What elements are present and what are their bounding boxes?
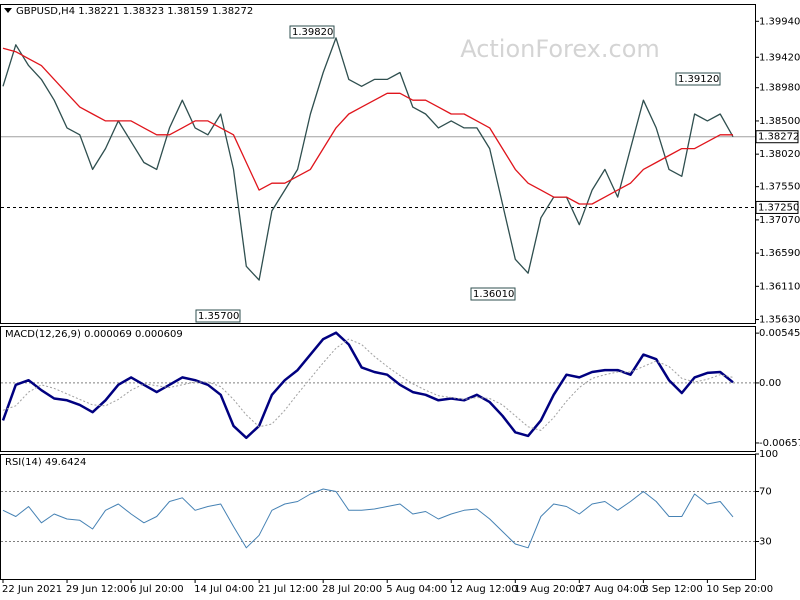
annotation-box [289,25,335,39]
x-tick-label: 21 Jul 12:00 [258,584,318,595]
chart-title: GBPUSD,H4 1.38221 1.38323 1.38159 1.3827… [16,6,253,17]
y-tick-label: 1.39940 [759,16,800,27]
annotation-box [195,309,241,323]
annotation: 1.39120 [678,74,719,85]
annotation: 1.35700 [198,311,239,322]
x-tick-label: 10 Sep 20:00 [706,584,773,595]
price-label-box [755,130,799,144]
x-tick-label: 3 Sep 12:00 [642,584,702,595]
x-tick-label: 14 Jul 04:00 [194,584,254,595]
y-tick-label: 30 [759,537,772,548]
annotation-box [470,287,516,301]
x-tick-label: 28 Jul 20:00 [322,584,382,595]
price-label: 1.37250 [758,202,799,213]
x-tick-label: 5 Aug 04:00 [386,584,447,595]
y-tick-label: 70 [759,487,772,498]
x-tick-label: 27 Aug 04:00 [578,584,645,595]
x-tick-label: 22 Jun 2021 [2,584,62,595]
y-tick-label: 0.00545 [759,328,800,339]
watermark: ActionForex.com [460,35,660,63]
y-tick-label: 0.00 [759,378,781,389]
series-line [2,338,734,431]
panel-border [0,454,756,580]
x-tick-label: 29 Jun 12:00 [66,584,130,595]
y-tick-label: 1.37550 [759,182,800,193]
series-line [1,331,734,440]
y-tick-label: 1.36590 [759,248,800,259]
panel-title: MACD(12,26,9) 0.000069 0.000609 [5,329,183,340]
y-tick-label: 1.39420 [759,52,800,63]
y-tick-label: 1.37070 [759,215,800,226]
annotation: 1.36010 [473,289,514,300]
x-tick-label: 12 Aug 12:00 [450,584,517,595]
series-line [2,488,734,549]
annotation: 1.39820 [292,27,333,38]
y-tick-label: 1.38500 [759,116,800,127]
menu-arrow [4,8,12,13]
y-tick-label: 1.38020 [759,149,800,160]
x-tick-label: 19 Aug 20:00 [514,584,581,595]
panel-border [0,326,756,452]
panel-border [0,4,756,324]
y-tick-label: 100 [759,449,778,460]
series-line [2,47,733,205]
y-tick-label: 1.38980 [759,83,800,94]
y-tick-label: 1.36110 [759,281,800,292]
price-label: 1.38272 [758,132,799,143]
annotation-box [675,72,721,86]
panel-title: RSI(14) 49.6424 [5,457,86,468]
y-tick-label: -0.006571 [759,438,800,449]
series-line [2,37,734,281]
x-tick-label: 6 Jul 20:00 [130,584,184,595]
price-label-box [755,200,799,214]
y-tick-label: 1.35630 [759,315,800,326]
